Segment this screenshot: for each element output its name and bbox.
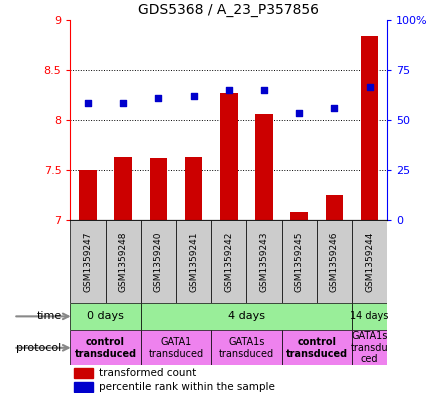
Text: percentile rank within the sample: percentile rank within the sample	[99, 382, 275, 392]
Text: 4 days: 4 days	[228, 311, 265, 321]
Bar	[361, 36, 378, 220]
Text: GATA1s
transduced: GATA1s transduced	[219, 337, 274, 358]
Bar	[70, 220, 106, 303]
Bar	[246, 220, 282, 303]
Bar	[282, 220, 317, 303]
Text: GSM1359241: GSM1359241	[189, 231, 198, 292]
Bar	[141, 303, 352, 330]
Point	[296, 110, 303, 116]
Text: 0 days: 0 days	[87, 311, 124, 321]
Point	[331, 105, 338, 111]
Bar	[150, 158, 167, 220]
Bar	[255, 114, 273, 220]
Bar	[211, 220, 246, 303]
Bar	[211, 330, 282, 365]
Bar	[141, 220, 176, 303]
Text: GSM1359246: GSM1359246	[330, 231, 339, 292]
Text: time: time	[37, 311, 62, 321]
Text: control
transduced: control transduced	[286, 337, 348, 358]
Text: GSM1359240: GSM1359240	[154, 231, 163, 292]
Text: 14 days: 14 days	[350, 311, 389, 321]
Bar	[185, 157, 202, 220]
Text: GATA1
transduced: GATA1 transduced	[148, 337, 204, 358]
Bar	[114, 157, 132, 220]
Bar	[220, 93, 238, 220]
Bar	[73, 382, 92, 391]
Point	[225, 86, 232, 93]
Title: GDS5368 / A_23_P357856: GDS5368 / A_23_P357856	[138, 3, 319, 17]
Text: GSM1359248: GSM1359248	[119, 231, 128, 292]
Point	[190, 93, 197, 99]
Point	[260, 86, 268, 93]
Point	[120, 100, 127, 106]
Bar	[352, 220, 387, 303]
Bar	[141, 330, 211, 365]
Bar	[70, 330, 141, 365]
Bar	[352, 330, 387, 365]
Text: GSM1359242: GSM1359242	[224, 231, 233, 292]
Bar	[70, 303, 141, 330]
Text: GSM1359247: GSM1359247	[84, 231, 92, 292]
Text: GSM1359244: GSM1359244	[365, 231, 374, 292]
Point	[155, 95, 162, 101]
Bar	[326, 195, 343, 220]
Text: GSM1359245: GSM1359245	[295, 231, 304, 292]
Point	[84, 100, 92, 106]
Text: GATA1s
transdu
ced: GATA1s transdu ced	[351, 331, 389, 364]
Text: GSM1359243: GSM1359243	[260, 231, 268, 292]
Bar	[317, 220, 352, 303]
Point	[366, 84, 373, 90]
Bar	[73, 368, 92, 378]
Bar	[106, 220, 141, 303]
Bar	[290, 212, 308, 220]
Text: control
transduced: control transduced	[74, 337, 137, 358]
Bar	[176, 220, 211, 303]
Text: transformed count: transformed count	[99, 368, 196, 378]
Bar	[282, 330, 352, 365]
Bar	[352, 303, 387, 330]
Bar	[79, 170, 97, 220]
Text: protocol: protocol	[16, 343, 62, 353]
